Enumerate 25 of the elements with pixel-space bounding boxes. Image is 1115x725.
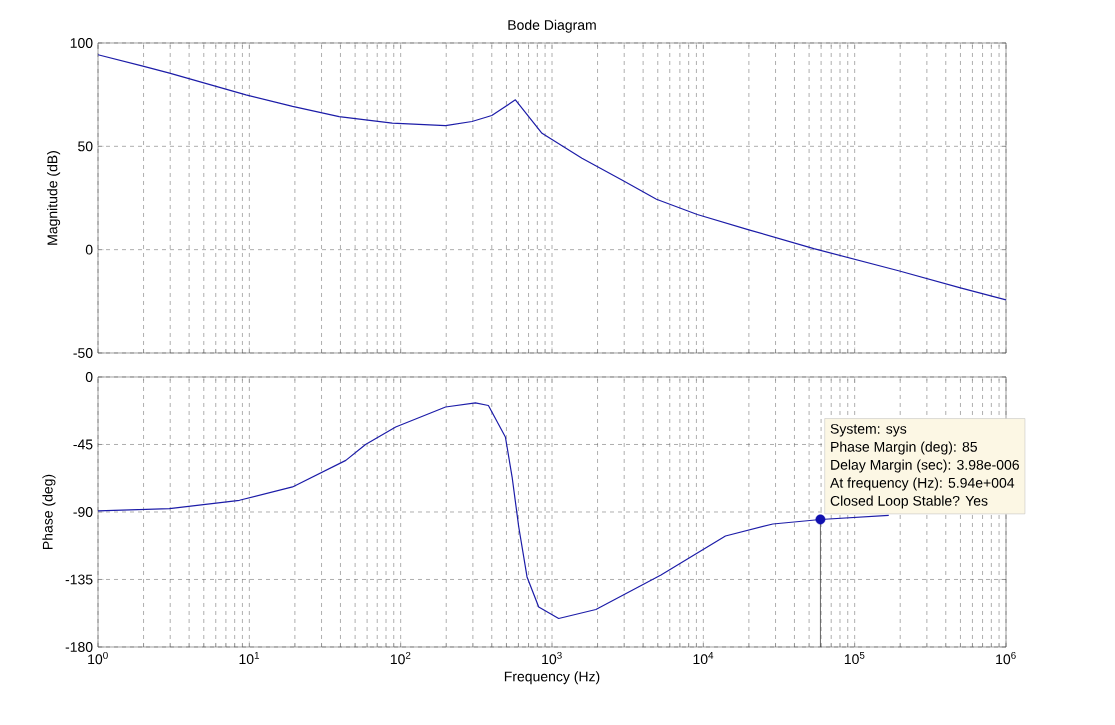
annotation: System: sys [830,423,907,437]
y-tick-label: -135 [65,574,93,585]
y-axis-title: Magnitude (dB) [47,151,61,245]
x-tick-label: 10$^{1}$ [239,651,260,665]
y-tick-label: 0 [85,244,93,255]
y-tick-label: 50 [78,141,93,152]
annotation: Phase Margin (deg): 85 [831,441,978,455]
x-tick-label: 10$^{5}$ [844,651,865,665]
x-tick-label: 10$^{0}$ [88,651,108,665]
annotation: Delay Margin (sec): 3.98e-006 [831,459,1019,473]
y-tick-label: -180 [65,642,93,652]
y-tick-label: -50 [73,348,93,358]
x-tick-label: 10$^{6}$ [996,651,1016,665]
x-tick-label: 10$^{4}$ [693,651,714,665]
y-axis-title: Phase (deg) [42,474,56,549]
x-tick-label: 10$^{2}$ [390,651,411,665]
annotation: At frequency (Hz): 5.94e+004 [830,477,1015,491]
annotation: Closed Loop Stable? Yes [830,495,988,509]
x-tick-label: 10$^{3}$ [542,651,562,665]
chart-title: Bode Diagram [508,19,596,33]
y-tick-label: 100 [70,38,93,48]
y-tick-label: -45 [73,439,93,450]
y-tick-label: 0 [85,372,93,382]
x-axis-title: Frequency (Hz) [504,671,600,685]
y-tick-label: -90 [73,507,93,517]
